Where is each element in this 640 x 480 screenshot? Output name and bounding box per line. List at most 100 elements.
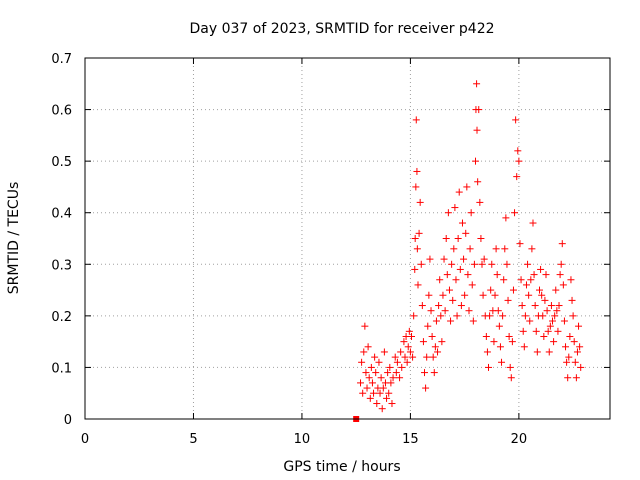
data-point: [477, 235, 485, 242]
data-point: [507, 374, 515, 382]
data-point: [452, 276, 460, 284]
data-point: [470, 260, 478, 268]
data-point: [403, 358, 411, 366]
data-point: [454, 235, 462, 242]
data-point: [483, 348, 491, 356]
x-tick-label: 0: [81, 432, 89, 447]
data-point: [386, 363, 394, 371]
data-point: [400, 338, 408, 346]
data-point: [392, 369, 400, 377]
x-axis-label: GPS time / hours: [283, 459, 400, 475]
data-point: [551, 312, 559, 320]
y-tick-label: 0.4: [51, 207, 72, 222]
y-tick-label: 0.6: [51, 104, 72, 119]
data-point: [476, 198, 484, 206]
data-point: [449, 296, 457, 304]
data-point: [562, 343, 570, 351]
data-point: [375, 358, 383, 366]
data-point: [539, 312, 547, 320]
data-point: [468, 281, 476, 289]
data-point: [550, 338, 558, 346]
data-point: [460, 255, 468, 263]
data-point: [557, 260, 565, 268]
data-point: [554, 327, 562, 335]
data-point: [391, 353, 399, 361]
data-point: [434, 348, 442, 356]
data-point: [412, 116, 420, 124]
data-point: [435, 302, 443, 310]
data-point: [358, 358, 366, 366]
data-point: [479, 291, 487, 299]
data-point: [577, 363, 585, 371]
data-point: [496, 343, 504, 351]
data-point: [466, 245, 474, 253]
data-point: [541, 296, 549, 304]
data-point: [444, 209, 452, 217]
data-point: [508, 338, 516, 346]
data-point: [559, 281, 567, 289]
data-point: [511, 209, 519, 217]
data-point: [439, 291, 447, 299]
data-point: [537, 265, 545, 273]
data-point: [493, 271, 501, 279]
data-point: [458, 219, 466, 227]
data-point: [521, 312, 529, 320]
data-point: [383, 394, 391, 402]
data-point: [451, 204, 459, 212]
data-point: [530, 271, 538, 279]
data-point: [368, 379, 376, 387]
grid-layer: [85, 58, 610, 419]
data-point: [504, 296, 512, 304]
data-point: [518, 302, 526, 310]
data-point: [411, 265, 419, 273]
data-point: [512, 116, 520, 124]
data-point: [544, 327, 552, 335]
data-point: [576, 343, 584, 351]
data-point: [377, 374, 385, 382]
data-point: [513, 173, 521, 181]
data-point: [425, 291, 433, 299]
data-point: [397, 348, 405, 356]
data-point: [371, 353, 379, 361]
data-point: [575, 322, 583, 330]
data-point: [473, 80, 481, 88]
y-tick-label: 0.2: [51, 310, 72, 325]
data-point: [500, 276, 508, 284]
data-point: [517, 276, 525, 284]
data-point: [405, 327, 413, 335]
plot-border: [84, 57, 611, 420]
data-point: [515, 157, 523, 165]
data-point: [498, 358, 506, 366]
data-point: [473, 126, 481, 134]
data-point: [467, 209, 475, 217]
data-point: [448, 260, 456, 268]
data-point: [362, 369, 370, 377]
data-point: [558, 240, 566, 248]
data-point: [419, 338, 427, 346]
data-point: [427, 307, 435, 315]
data-point: [475, 106, 483, 114]
data-point: [531, 302, 539, 310]
data-point: [360, 348, 368, 356]
data-point: [528, 245, 536, 253]
data-point: [482, 332, 490, 340]
data-point: [486, 312, 494, 320]
data-point: [429, 353, 437, 361]
data-point: [501, 245, 509, 253]
data-point: [505, 332, 513, 340]
x-tick-label: 5: [189, 432, 197, 447]
data-point: [494, 307, 502, 315]
data-point: [461, 291, 469, 299]
data-point: [414, 281, 422, 289]
data-point: [573, 348, 581, 356]
data-point: [384, 369, 392, 377]
data-point: [450, 245, 458, 253]
data-point: [365, 374, 373, 382]
y-tick-label: 0.7: [51, 52, 72, 67]
data-point: [549, 317, 557, 325]
data-point: [560, 317, 568, 325]
data-point: [370, 389, 378, 397]
data-point: [478, 260, 486, 268]
data-point: [430, 369, 438, 377]
data-point: [373, 400, 381, 408]
